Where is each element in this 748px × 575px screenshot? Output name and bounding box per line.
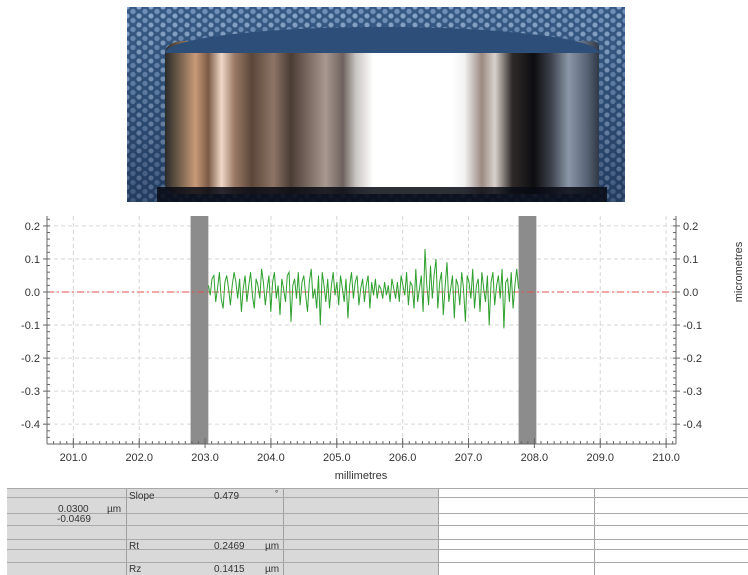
table-line xyxy=(7,525,748,526)
x-tick-label: 203.0 xyxy=(191,452,219,464)
table-line xyxy=(7,488,748,489)
ring-base-shadow xyxy=(157,187,607,202)
profile-chart: 0.2 0.2 0.1 0.1 0.0 0.0 -0.1 -0.1 -0.2 -0.2 -0.3 -0… xyxy=(0,208,748,486)
y-tick-label-left: -0.2 xyxy=(21,353,40,365)
profile-series-line xyxy=(207,248,520,329)
x-tick-label: 210.0 xyxy=(652,452,680,464)
param-value-slope: 0.479 xyxy=(214,491,240,502)
excluded-band xyxy=(190,216,209,444)
table-col-empty-2 xyxy=(439,488,595,575)
x-tick-label: 205.0 xyxy=(323,452,351,464)
x-tick-label: 206.0 xyxy=(389,452,417,464)
y-tick-label-left: -0.3 xyxy=(21,386,40,398)
param-label-slope: Slope xyxy=(129,491,155,502)
x-tick-label: 208.0 xyxy=(521,452,549,464)
y-tick-label-right: 0.0 xyxy=(683,287,698,299)
y-tick-label-right: -0.1 xyxy=(683,320,702,332)
y-tick-label-left: 0.0 xyxy=(25,287,40,299)
excluded-band xyxy=(518,216,537,444)
param-value-rz: 0.1415 xyxy=(214,564,245,575)
ring-top-shadow xyxy=(165,27,599,53)
table-line xyxy=(7,513,748,514)
y-tick-label-right: -0.4 xyxy=(683,419,702,431)
table-line xyxy=(7,549,748,550)
param-label-rt: Rt xyxy=(129,541,139,552)
y-axis-label: micrometres xyxy=(733,241,745,302)
x-tick-label: 201.0 xyxy=(60,452,88,464)
x-tick-label: 204.0 xyxy=(257,452,285,464)
y-tick-label-left: -0.4 xyxy=(21,419,40,431)
table-col-empty-1 xyxy=(284,488,439,575)
x-axis-label: millimetres xyxy=(335,470,388,482)
metal-ring xyxy=(165,41,599,194)
y-tick-label-right: 0.1 xyxy=(683,254,698,266)
param-value-rt: 0.2469 xyxy=(214,541,245,552)
table-line xyxy=(7,562,748,563)
parameter-table: Slope 0.479 ° 0.0300 µm -0.0469 Rt 0.246… xyxy=(7,488,748,575)
left-value-1: 0.0300 xyxy=(58,504,89,515)
y-tick-label-left: -0.1 xyxy=(21,320,40,332)
y-tick-label-left: 0.2 xyxy=(25,221,40,233)
table-line xyxy=(7,497,748,498)
x-tick-label: 202.0 xyxy=(125,452,153,464)
left-unit: µm xyxy=(107,504,122,515)
sample-photo xyxy=(127,7,625,202)
table-line xyxy=(7,539,748,540)
param-label-rz: Rz xyxy=(129,564,142,575)
left-value-2: -0.0469 xyxy=(57,514,91,525)
y-tick-label-right: 0.2 xyxy=(683,221,698,233)
y-tick-label-right: -0.3 xyxy=(683,386,702,398)
table-col-params xyxy=(127,488,284,575)
x-tick-label: 207.0 xyxy=(455,452,483,464)
y-tick-label-left: 0.1 xyxy=(25,254,40,266)
table-col-left xyxy=(7,488,127,575)
param-unit-slope: ° xyxy=(275,489,279,498)
table-col-empty-3 xyxy=(595,488,748,575)
x-tick-label: 209.0 xyxy=(586,452,614,464)
param-unit-rz: µm xyxy=(265,564,280,575)
y-tick-label-right: -0.2 xyxy=(683,353,702,365)
param-unit-rt: µm xyxy=(265,541,280,552)
